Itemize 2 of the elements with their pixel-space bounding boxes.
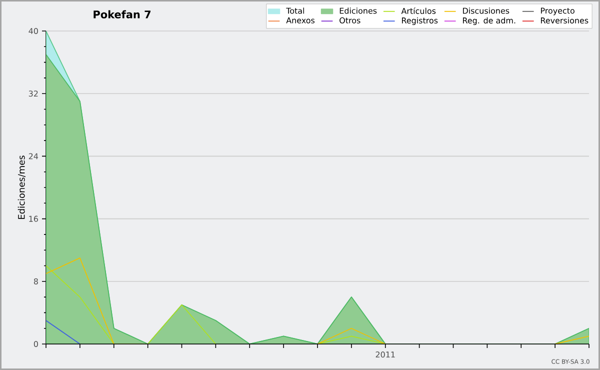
chart-title: Pokefan 7 [94, 10, 150, 18]
y-axis-title: Ediciones/mes [18, 156, 26, 219]
